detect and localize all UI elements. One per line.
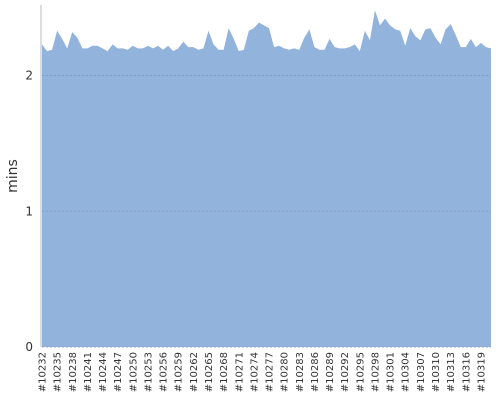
x-tick-label: #10241: [83, 352, 94, 392]
x-tick-label: #10271: [234, 352, 245, 392]
area: [42, 10, 491, 348]
x-tick-label: #10274: [249, 352, 260, 392]
x-tick-label: #10295: [355, 352, 366, 392]
y-tick-label: 0: [25, 340, 33, 354]
x-tick-label: #10310: [431, 352, 442, 392]
x-tick-label: #10232: [38, 352, 49, 392]
x-tick-label: #10283: [295, 352, 306, 392]
x-tick-label: #10313: [446, 352, 457, 392]
x-tick-label: #10298: [370, 352, 381, 392]
x-tick-label: #10319: [476, 352, 487, 392]
x-tick-label: #10304: [401, 352, 412, 392]
x-tick-label: #10301: [386, 352, 397, 392]
x-tick-label: #10235: [53, 352, 64, 392]
x-tick-label: #10262: [189, 352, 200, 392]
x-tick-label: #10265: [204, 352, 215, 392]
x-tick-label: #10277: [265, 352, 276, 392]
x-tick-label: #10253: [143, 352, 154, 392]
x-tick-label: #10292: [340, 352, 351, 392]
x-tick-label: #10289: [325, 352, 336, 392]
y-axis-label: mins: [5, 159, 21, 193]
x-tick-label: #10238: [68, 352, 79, 392]
x-tick-label: #10247: [113, 352, 124, 392]
x-tick-label: #10250: [128, 352, 139, 392]
x-tick-label: #10286: [310, 352, 321, 392]
y-tick-label: 2: [25, 69, 33, 83]
x-tick-label: #10259: [174, 352, 185, 392]
y-tick-label: 1: [25, 204, 33, 218]
x-tick-label: #10316: [461, 352, 472, 392]
x-tick-label: #10307: [416, 352, 427, 392]
x-tick-label: #10244: [98, 352, 109, 392]
x-tick-label: #10256: [159, 352, 170, 392]
x-tick-label: #10280: [280, 352, 291, 392]
x-tick-label: #10268: [219, 352, 230, 392]
